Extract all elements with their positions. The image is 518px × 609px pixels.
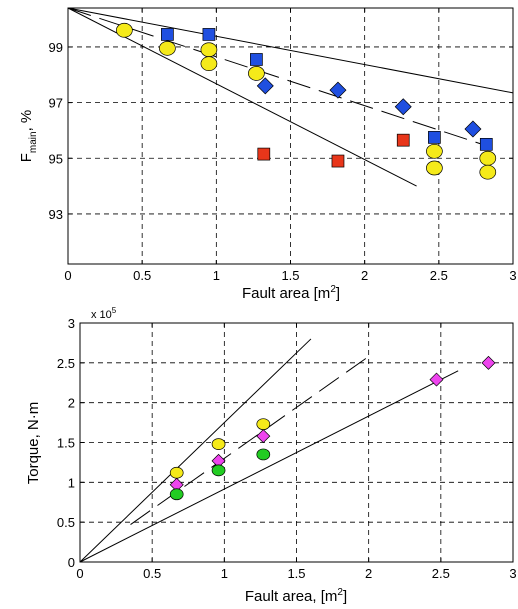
- point-circle-s0: [256, 418, 271, 431]
- y-tick-label: 95: [49, 151, 63, 166]
- x-tick-label: 3: [509, 566, 516, 581]
- y-tick-label: 0.5: [57, 515, 75, 530]
- y-tick-label: 0: [68, 555, 75, 570]
- y-tick-label: 2: [68, 396, 75, 411]
- point-circle-s3: [200, 56, 218, 72]
- point-circle-s3: [116, 22, 133, 38]
- point-diamond-s2: [394, 98, 412, 116]
- point-diamond-s1: [481, 355, 496, 370]
- point-circle-s3: [200, 42, 218, 58]
- trend-lines: [79, 338, 459, 563]
- point-square-s0: [161, 28, 174, 41]
- point-diamond-s2: [464, 120, 482, 138]
- point-diamond-s2: [329, 81, 347, 99]
- y-axis-label: Torque, N·m: [25, 402, 42, 485]
- point-diamond-s1: [256, 429, 271, 444]
- point-circle-s0: [169, 466, 184, 479]
- scale-factor: x 105: [91, 306, 117, 321]
- point-circle-s3: [426, 160, 443, 176]
- y-tick-label: 93: [49, 207, 63, 222]
- x-tick-label: 2: [361, 268, 368, 283]
- grid: [80, 323, 513, 562]
- x-tick-label: 3: [509, 268, 516, 283]
- point-diamond-s1: [429, 372, 444, 387]
- point-circle-s0: [211, 438, 226, 450]
- axis-ticks: 0 0.5 1 1.5 2 2.5 3 0 0.5 1 1.5 2 2.5 3: [57, 316, 517, 581]
- axis-ticks: 0 0.5 1 1.5 2 2.5 3 93 95 97 99: [49, 8, 517, 283]
- point-circle-s3: [159, 40, 176, 56]
- x-tick-label: 0.5: [143, 566, 161, 581]
- grid: [68, 8, 513, 264]
- point-square-s0: [250, 53, 263, 66]
- point-square-s1: [257, 147, 271, 161]
- point-circle-s2: [169, 488, 184, 501]
- trend-line-solid: [67, 7, 417, 187]
- x-tick-label: 1.5: [287, 566, 305, 581]
- point-square-s1: [396, 133, 410, 147]
- point-diamond-s2: [256, 77, 274, 95]
- chart-efficiency: 0 0.5 1 1.5 2 2.5 3 93 95 97 99 Fault area [m2] Fm…: [18, 7, 517, 302]
- x-tick-label: 1: [221, 566, 228, 581]
- point-circle-s3: [479, 164, 497, 180]
- point-square-s1: [331, 154, 345, 168]
- y-tick-label: 1.5: [57, 436, 75, 451]
- trend-line-solid: [79, 338, 312, 563]
- point-circle-s3: [426, 143, 443, 159]
- y-axis-label: Fmain, %: [18, 110, 39, 163]
- point-square-s0: [428, 131, 441, 144]
- x-tick-label: 0: [64, 268, 71, 283]
- data-points: [116, 22, 497, 180]
- x-tick-label: 0.5: [133, 268, 151, 283]
- y-tick-label: 99: [49, 40, 63, 55]
- point-square-s0: [202, 28, 216, 41]
- x-tick-label: 0: [76, 566, 83, 581]
- trend-lines: [67, 7, 514, 187]
- x-tick-label: 1: [213, 268, 220, 283]
- x-tick-label: 1.5: [281, 268, 299, 283]
- data-points: [169, 355, 496, 501]
- x-axis-label: Fault area [m2]: [242, 284, 340, 302]
- x-tick-label: 2.5: [432, 566, 450, 581]
- y-tick-label: 1: [68, 475, 75, 490]
- y-tick-label: 97: [49, 96, 63, 111]
- point-circle-s2: [256, 448, 271, 461]
- x-tick-label: 2.5: [430, 268, 448, 283]
- y-tick-label: 3: [68, 316, 75, 331]
- x-tick-label: 2: [365, 566, 372, 581]
- trend-line-dashed: [67, 7, 491, 148]
- chart-torque: 0 0.5 1 1.5 2 2.5 3 0 0.5 1 1.5 2 2.5 3 x 105 Fault a…: [25, 306, 517, 605]
- x-axis-label: Fault area, [m2]: [245, 587, 347, 605]
- point-circle-s2: [211, 464, 226, 477]
- point-circle-s3: [248, 66, 265, 81]
- y-tick-label: 2.5: [57, 356, 75, 371]
- point-circle-s3: [479, 150, 497, 166]
- trend-line-dashed: [130, 356, 369, 525]
- trend-line-solid: [79, 370, 459, 563]
- trend-line-solid: [67, 7, 514, 94]
- point-square-s0: [479, 137, 493, 151]
